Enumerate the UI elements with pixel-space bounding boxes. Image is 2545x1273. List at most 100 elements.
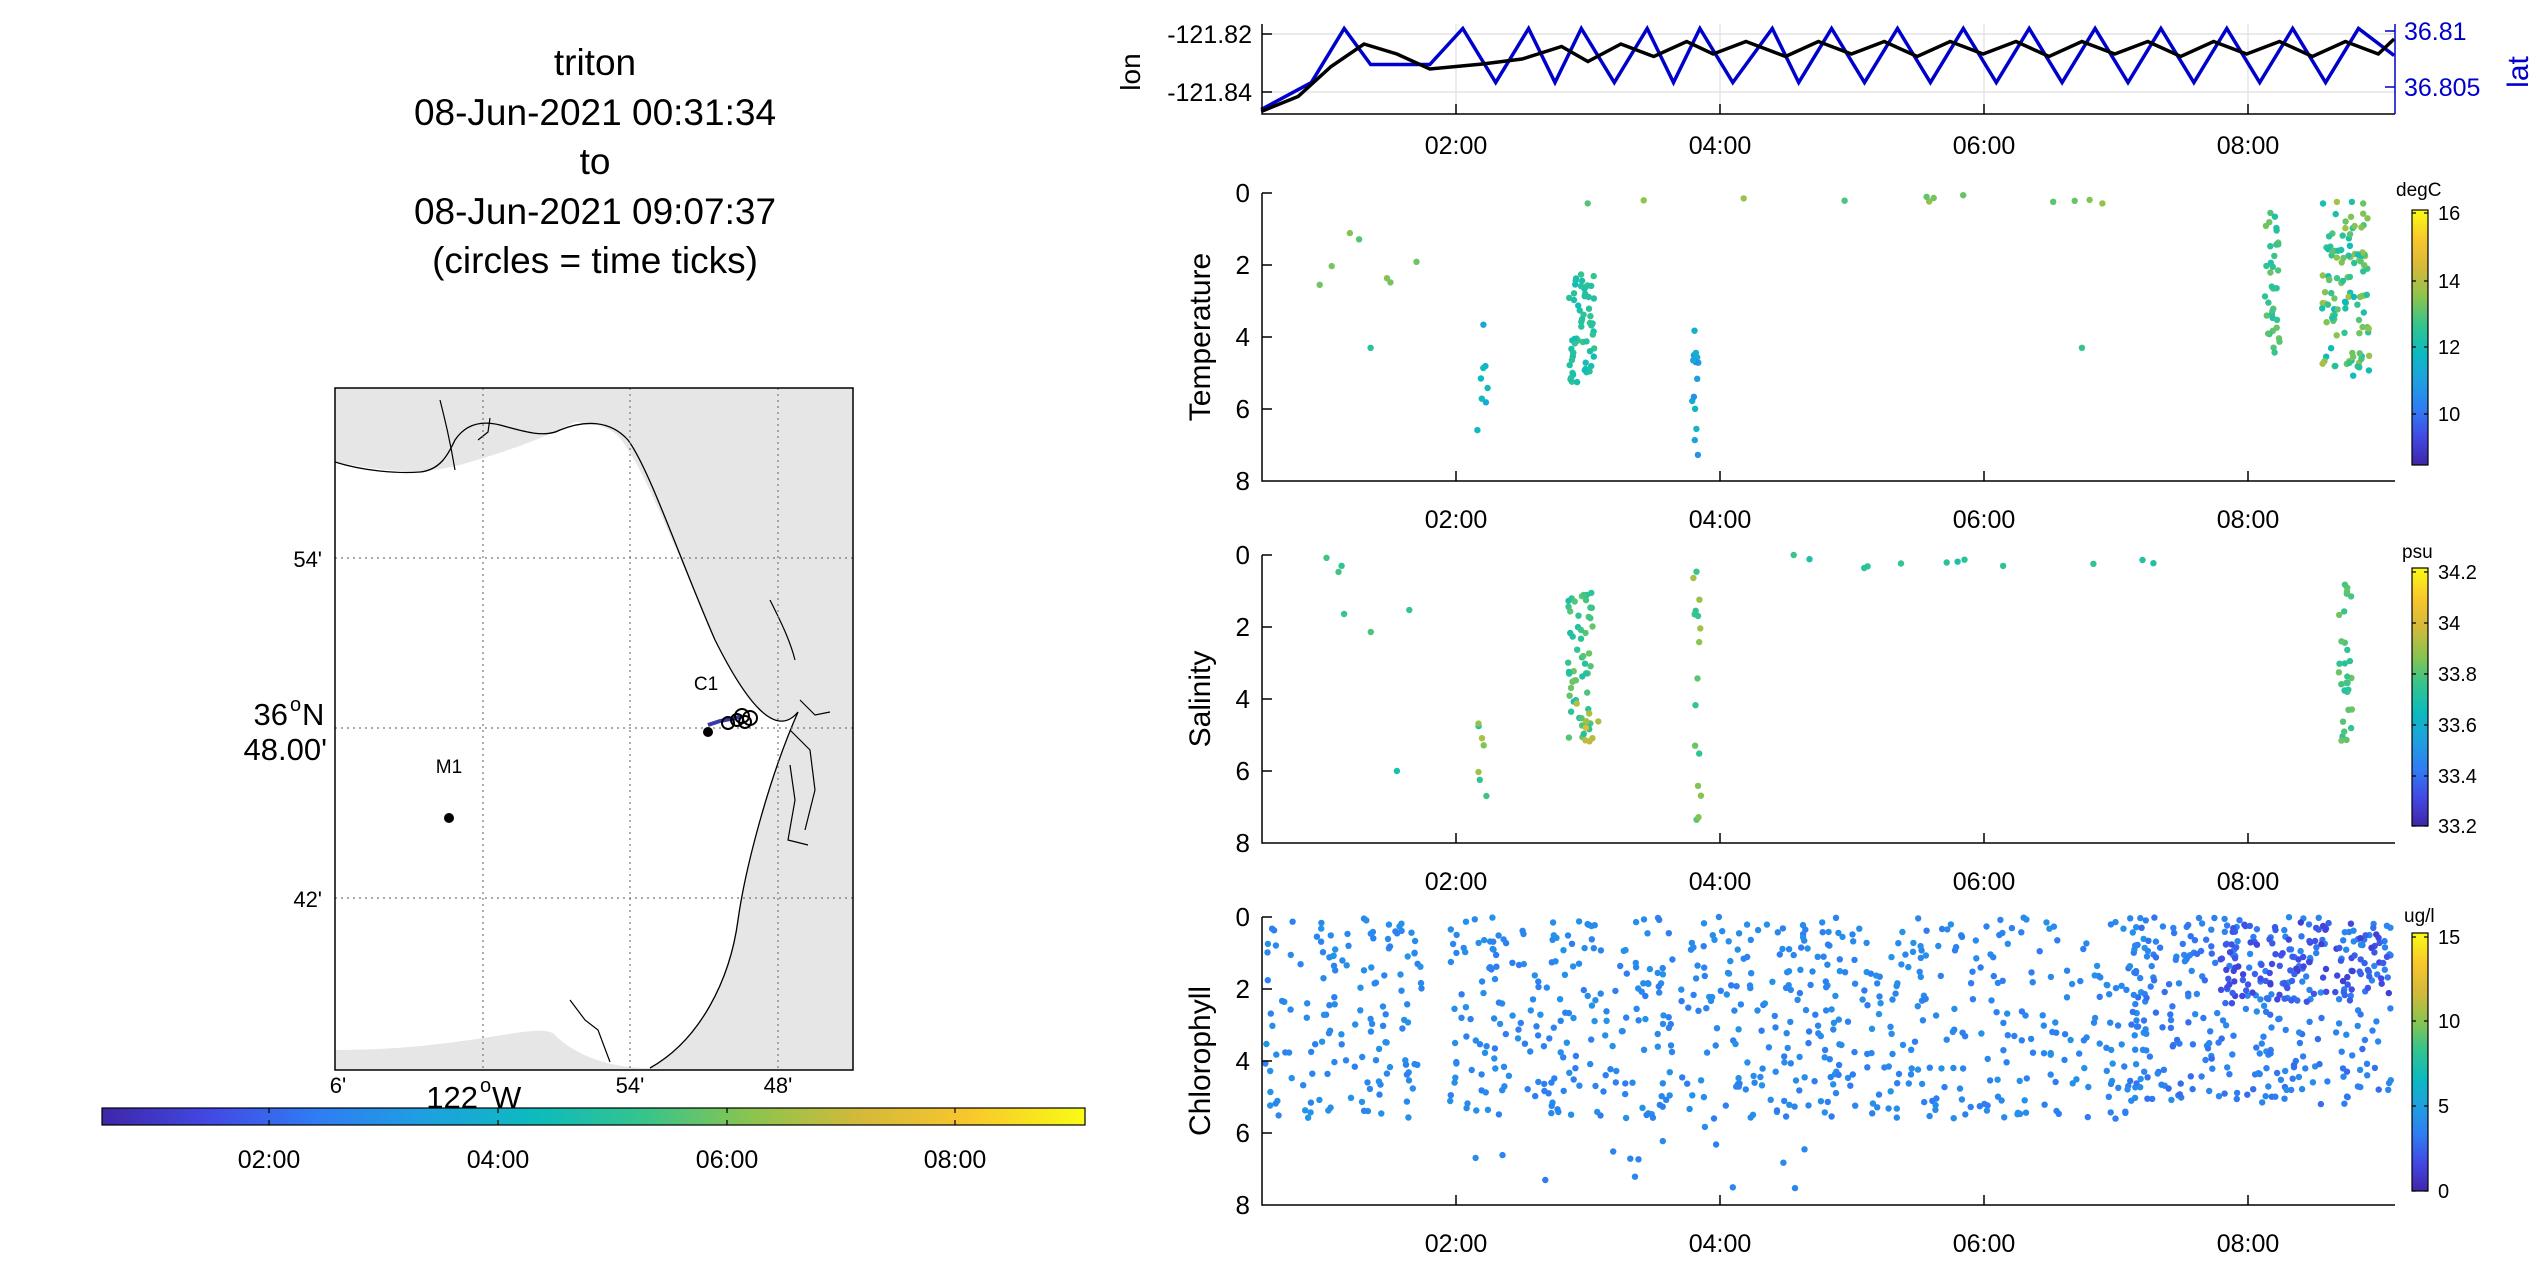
chlorophyll-point [1868,1049,1875,1057]
chlorophyll-point [2198,920,2206,927]
salinity-point [2341,728,2348,735]
chlorophyll-point [1399,1025,1406,1032]
chlorophyll-point [2368,944,2375,951]
map-panel: C1 M1 54' 36 o N 48.00' 42' 6' 122 o W 5… [101,387,1086,1174]
chlorophyll-point [2344,981,2351,988]
colorbar-tick: 12 [2438,337,2460,359]
chlorophyll-point [1727,957,1734,965]
chlorophyll-point [2192,1011,2199,1018]
chlorophyll-point [2128,1021,2135,1028]
chlorophyll-point [1492,1065,1499,1072]
chlorophyll-point [2256,1050,2263,1057]
chlorophyll-point [2140,935,2147,943]
chlorophyll-point [1713,1025,1721,1032]
chlorophyll-point [1478,978,1486,985]
temperature-point [1588,322,1595,329]
chlorophyll-point [2230,967,2237,975]
salinity-point [1580,652,1587,660]
depth-tick: 4 [1236,1046,1250,1076]
chlorophyll-point [2244,992,2251,999]
chlorophyll-point [2350,927,2357,934]
chlorophyll-colorbar: ug/l 15 10 5 0 [2404,906,2460,1203]
chlorophyll-point [1781,1053,1788,1060]
chlorophyll-point [1923,927,1930,934]
chlorophyll-point [1287,951,1295,959]
temperature-point [2340,254,2347,262]
colorbar-tick: 5 [2438,1096,2449,1118]
chlorophyll-point [2313,949,2320,957]
chlorophyll-point [2222,941,2230,948]
salinity-point [1476,776,1484,783]
chlorophyll-point [1909,948,1917,955]
chlorophyll-point [2246,950,2254,958]
salinity-point [2347,724,2355,732]
chlorophyll-point [1784,1044,1791,1052]
chlorophyll-point [1489,914,1496,921]
temperature-point [2332,210,2339,218]
chlorophyll-point [2053,1029,2060,1036]
chlorophyll-point [1885,1063,1893,1070]
chlorophyll-point [1449,940,1457,948]
chlorophyll-point [2144,947,2152,955]
chlorophyll-point [1888,953,1895,961]
chlorophyll-point [1875,1091,1883,1098]
salinity-point [1694,782,1702,790]
chlorophyll-point [1375,1078,1383,1085]
lon-series-line [1260,37,2396,114]
salinity-point [1565,668,1573,676]
map-frame [334,387,854,1071]
chlorophyll-point [1543,984,1551,991]
colorbar-tick: 02:00 [238,1146,301,1174]
chlorophyll-point [1947,921,1955,928]
chlorophyll-point [1791,1103,1798,1110]
chlorophyll-point [2281,1095,2288,1102]
temperature-point [2265,299,2272,306]
chlorophyll-point [1338,1031,1345,1038]
chlorophyll-point [1453,949,1460,957]
lat-tick-hemisphere: N [302,697,324,732]
chlorophyll-point [2362,932,2369,939]
chlorophyll-point [1797,966,1804,973]
chlorophyll-point [2284,984,2291,992]
chlorophyll-point [1772,1068,1779,1075]
chlorophyll-point [1938,1065,1945,1072]
chlorophyll-point [2108,1046,2115,1054]
chlorophyll-point [1490,938,1497,945]
chlorophyll-point [1403,1071,1411,1078]
chlorophyll-point [2305,921,2313,928]
salinity-point [1573,700,1580,707]
chlorophyll-point [2313,944,2320,951]
chlorophyll-point [1263,1040,1270,1048]
chlorophyll-point [1958,933,1966,941]
chlorophyll-point [2185,921,2192,929]
chlorophyll-point [1317,938,1325,945]
chlorophyll-point [1754,1007,1761,1014]
chlorophyll-point [2147,983,2154,990]
temperature-point [2266,219,2273,226]
chlorophyll-point [2118,982,2125,989]
salinity-point [1478,735,1486,742]
depth-tick: 6 [1236,1118,1250,1148]
colorbar-tick: 04:00 [467,1146,530,1174]
chlorophyll-point [2250,933,2257,941]
chlorophyll-point [2226,949,2234,956]
chlorophyll-point [2318,940,2325,948]
chlorophyll-point [1594,1108,1601,1116]
chlorophyll-point [1817,1098,1825,1105]
temperature-point [2261,293,2269,300]
chlorophyll-point [2221,1090,2228,1097]
chlorophyll-point [1495,932,1502,939]
chlorophyll-point [1737,1001,1745,1008]
temperature-point [2273,316,2281,323]
temperature-point [2360,210,2367,217]
salinity-point [1480,742,1487,749]
chlorophyll-point [2140,1017,2148,1024]
chlorophyll-point [2221,915,2228,923]
chlorophyll-point [1378,1110,1385,1117]
chlorophyll-point [1597,990,1604,997]
salinity-points [1323,551,2356,823]
chlorophyll-point [1472,1037,1480,1044]
chlorophyll-point [2043,919,2050,926]
salinity-point [1694,675,1701,682]
chlorophyll-point [1499,1151,1506,1159]
